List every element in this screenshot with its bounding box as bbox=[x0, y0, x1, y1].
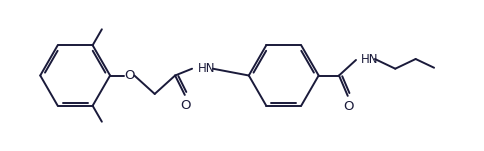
Text: O: O bbox=[343, 100, 353, 113]
Text: HN: HN bbox=[360, 53, 378, 66]
Text: HN: HN bbox=[198, 62, 215, 75]
Text: O: O bbox=[124, 69, 135, 82]
Text: O: O bbox=[180, 99, 190, 112]
